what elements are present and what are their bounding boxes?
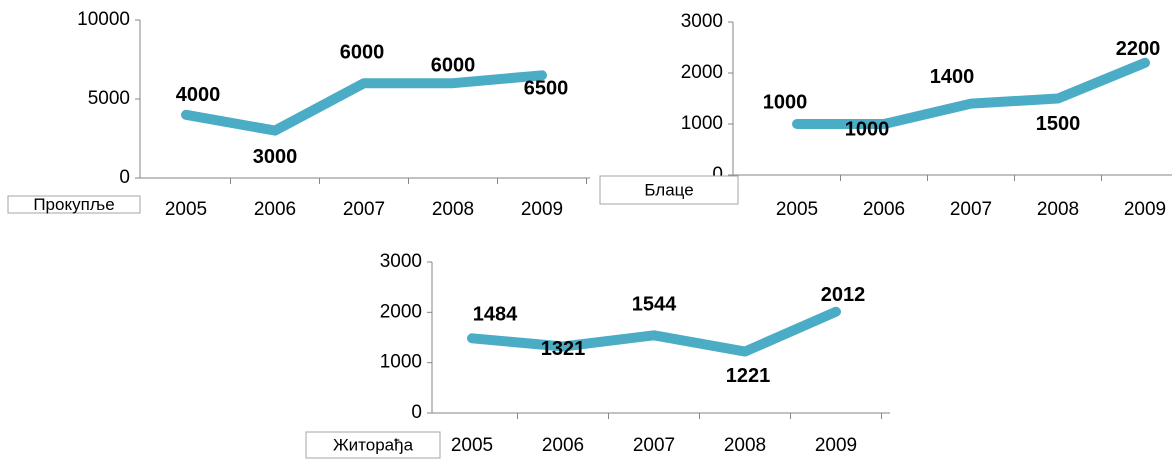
x-tick-label: 2008 — [432, 199, 474, 220]
y-tick-label: 0 — [119, 167, 130, 188]
x-tick-label: 2009 — [1124, 199, 1166, 220]
x-tick-label: 2009 — [521, 199, 563, 220]
name-box — [599, 175, 739, 205]
x-tick-label: 2007 — [950, 199, 992, 220]
x-tick-label: 2005 — [451, 435, 493, 456]
data-label: 1321 — [541, 338, 586, 360]
data-label: 1544 — [632, 294, 677, 316]
data-label: 1400 — [930, 66, 975, 88]
x-tick-label: 2007 — [633, 435, 675, 456]
x-tick-label: 2008 — [724, 435, 766, 456]
x-tick-label: 2006 — [542, 435, 584, 456]
x-tick-label: 2009 — [815, 435, 857, 456]
y-tick-label: 10000 — [77, 9, 130, 30]
y-tick-label: 2000 — [681, 62, 723, 83]
data-label: 3000 — [253, 146, 298, 168]
x-tick-label: 2007 — [343, 199, 385, 220]
data-label: 4000 — [176, 84, 221, 106]
data-label: 2200 — [1116, 38, 1161, 60]
y-tick-label: 1000 — [380, 352, 422, 373]
data-label: 1484 — [473, 304, 518, 326]
x-tick-label: 2008 — [1037, 199, 1079, 220]
y-tick-label: 3000 — [380, 251, 422, 272]
x-tick-label: 2005 — [165, 199, 207, 220]
x-tick-label: 2006 — [863, 199, 905, 220]
name-box — [7, 195, 141, 214]
data-label: 6000 — [340, 41, 385, 63]
y-tick-label: 1000 — [681, 113, 723, 134]
data-label: 1000 — [845, 118, 890, 140]
line — [467, 306, 841, 357]
data-label: 2012 — [821, 284, 866, 306]
x-tick-label: 2006 — [254, 199, 296, 220]
data-label: 6000 — [431, 54, 476, 76]
line — [181, 70, 547, 136]
data-label: 1500 — [1036, 113, 1081, 135]
data-label: 1221 — [726, 365, 771, 387]
x-tick-label: 2005 — [776, 199, 818, 220]
y-tick-label: 0 — [411, 402, 422, 423]
series-name: Блаце — [644, 180, 693, 199]
y-tick-label: 2000 — [380, 301, 422, 322]
y-tick-label: 0 — [712, 164, 723, 185]
data-label: 6500 — [524, 78, 569, 100]
data-label: 1000 — [763, 91, 808, 113]
name-box — [305, 431, 441, 459]
series-name: Прокупље — [33, 195, 114, 214]
y-tick-label: 3000 — [681, 11, 723, 32]
y-tick-label: 5000 — [88, 88, 130, 109]
series-name: Житорађа — [333, 435, 414, 454]
line — [792, 57, 1150, 129]
